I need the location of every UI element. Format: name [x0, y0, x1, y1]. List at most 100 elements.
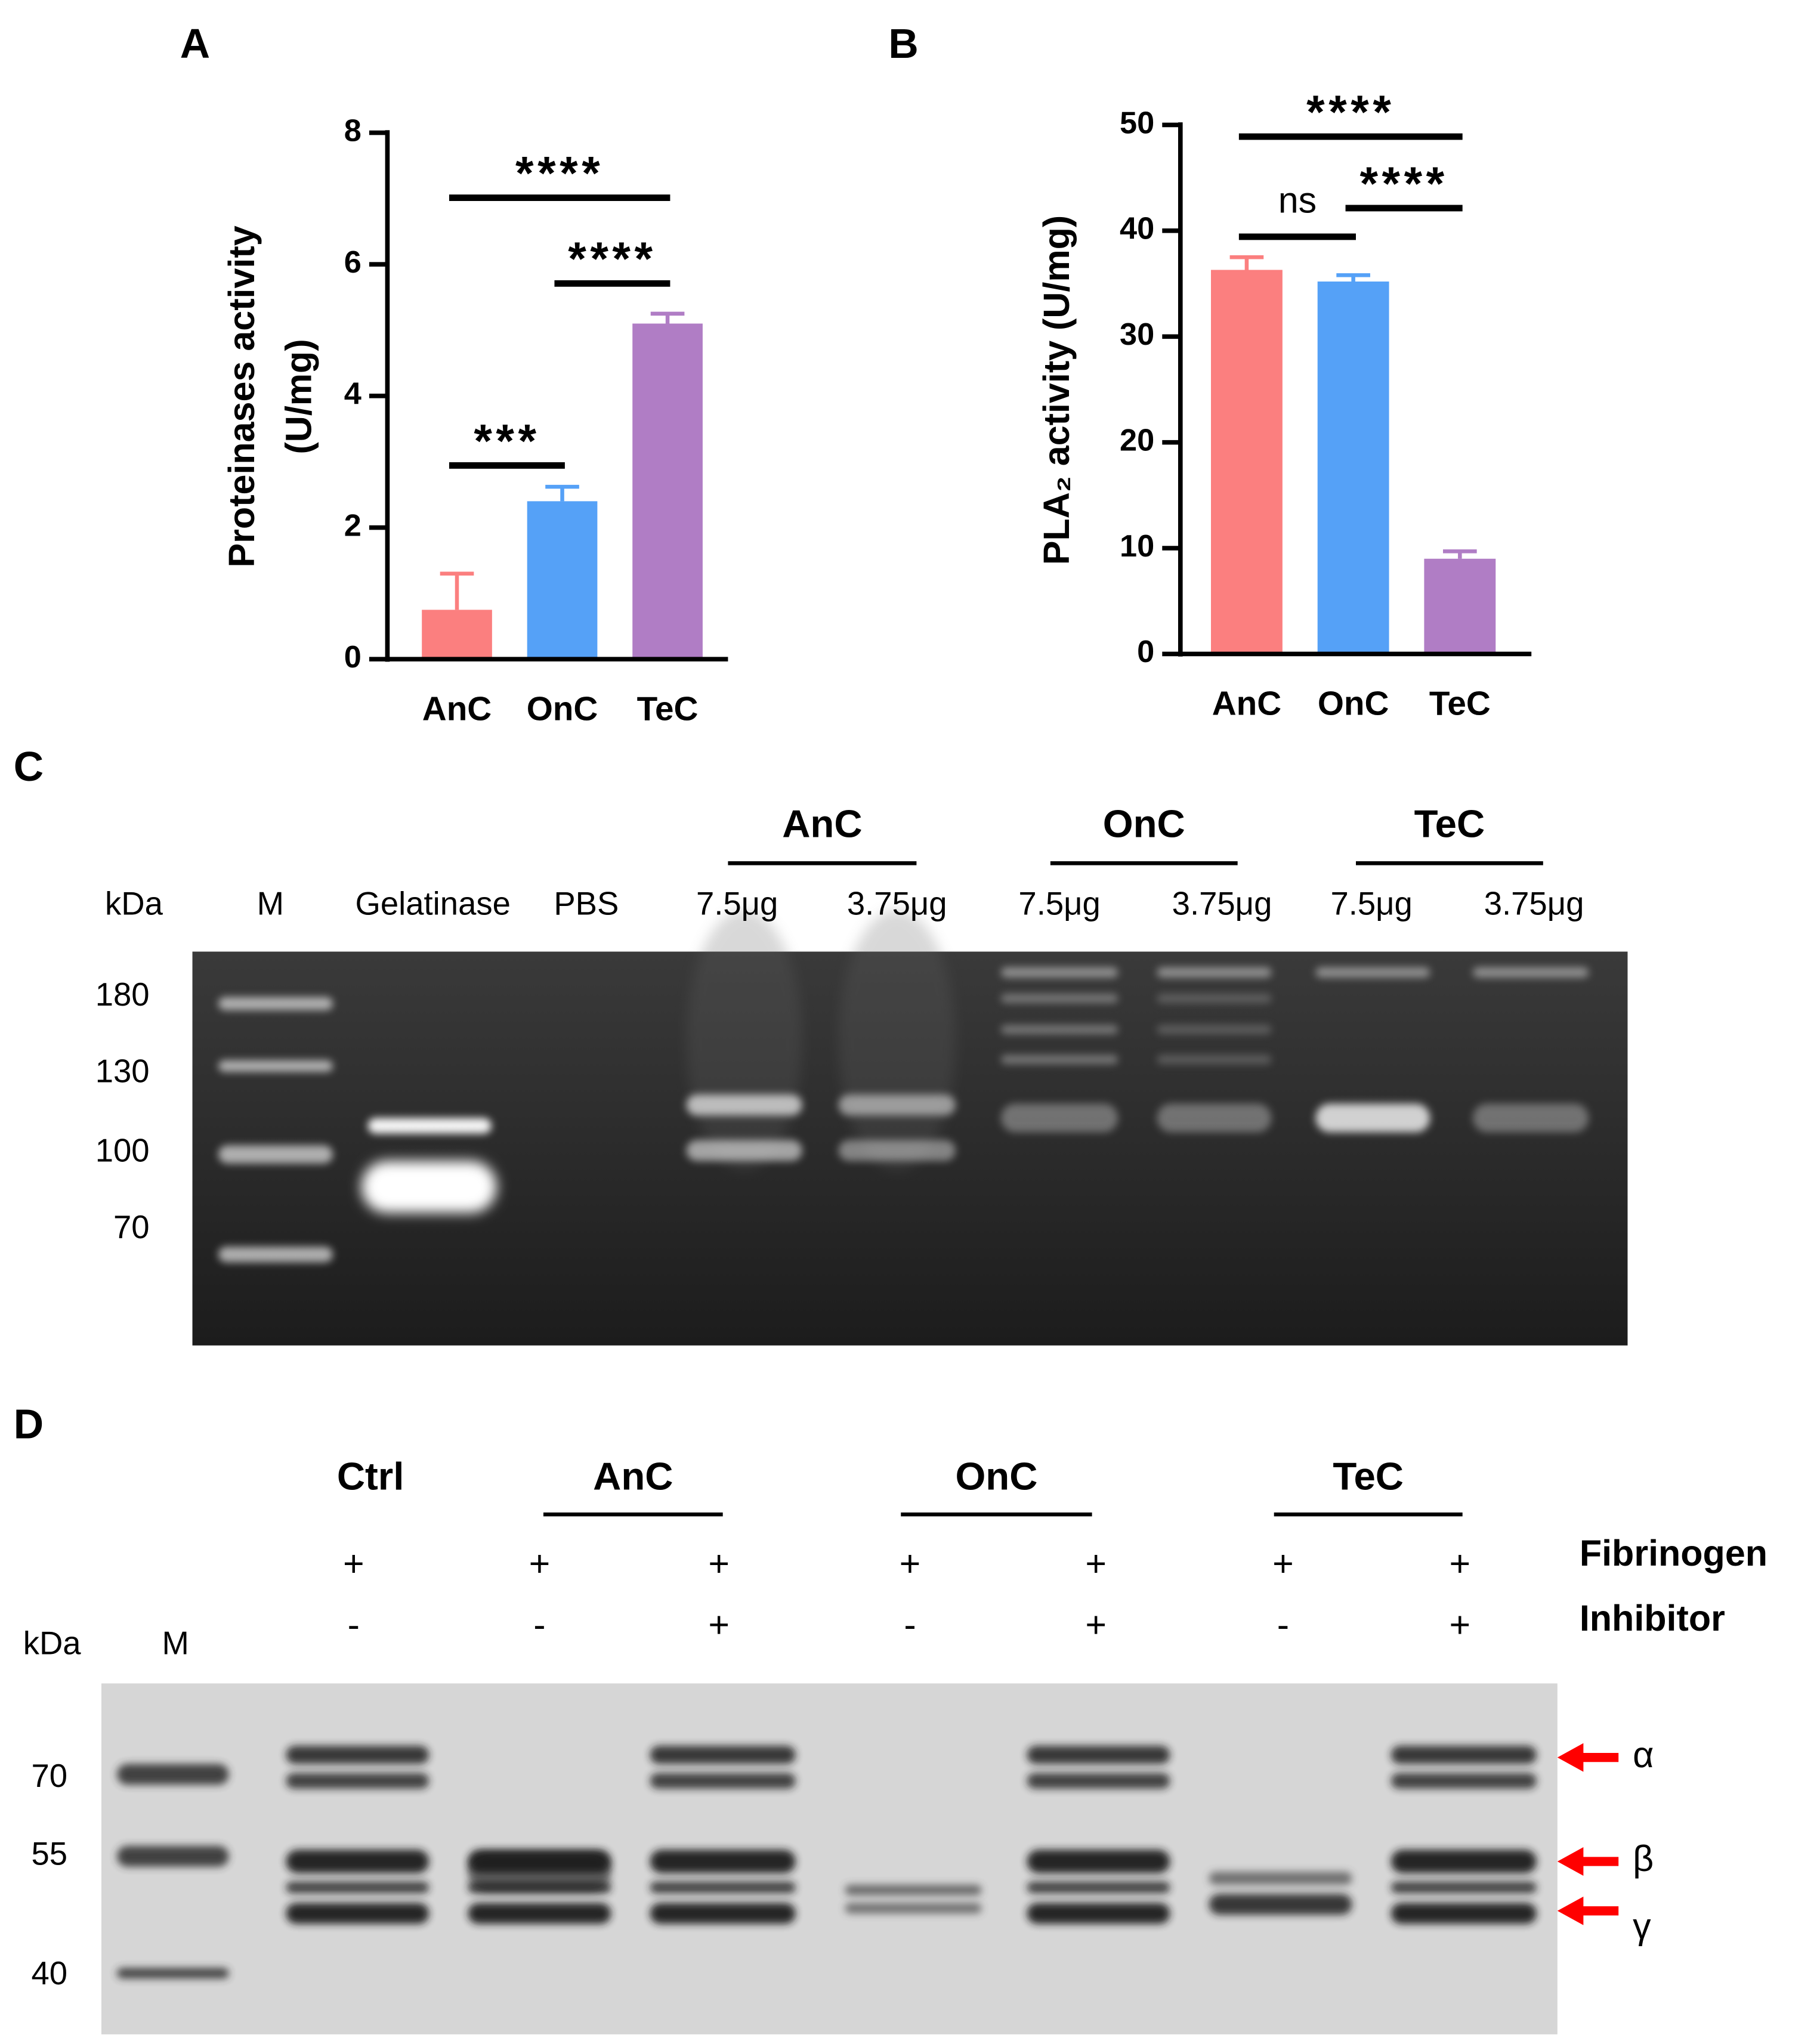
ladder-band: [117, 1845, 229, 1867]
gel-band: [367, 1118, 492, 1134]
marker-label: 130: [95, 1053, 150, 1090]
lane-label: 7.5μg: [696, 886, 778, 922]
gel-band: [1001, 1103, 1118, 1133]
x-tick-label: OnC: [1318, 685, 1389, 723]
group-label: AnC: [593, 1455, 673, 1498]
marker-label: 40: [32, 1955, 68, 1991]
lane-label: 7.5μg: [1330, 886, 1412, 922]
gel-band: [1001, 967, 1118, 978]
sign: -: [904, 1604, 916, 1645]
gel-band: [650, 1773, 796, 1789]
gel-band: [1157, 1054, 1272, 1065]
x-tick-label: AnC: [1212, 685, 1281, 723]
gel-band: [1473, 967, 1589, 978]
gel-band: [1027, 1850, 1170, 1873]
panel-label: B: [888, 20, 918, 67]
gel-band: [1315, 967, 1430, 978]
significance-label: ns: [1278, 180, 1317, 220]
group-label: OnC: [1103, 802, 1185, 846]
ladder-band: [218, 997, 333, 1010]
lane-label: 3.75μg: [847, 886, 947, 922]
y-tick-label: 8: [344, 113, 361, 148]
sign: +: [1450, 1604, 1471, 1645]
y-tick-label: 10: [1120, 529, 1154, 564]
gel-band: [1001, 1025, 1118, 1034]
kda-label: kDa: [105, 886, 163, 922]
panel-label: C: [14, 743, 44, 790]
sign: +: [1272, 1543, 1294, 1584]
significance-label: ****: [568, 233, 656, 285]
x-tick-label: OnC: [527, 690, 598, 728]
y-tick-label: 20: [1120, 423, 1154, 457]
gel-band: [845, 1885, 982, 1895]
gel-band: [468, 1903, 611, 1924]
group-label: TeC: [1414, 802, 1485, 846]
arrow-head: [1557, 1847, 1584, 1876]
gel-band: [1157, 994, 1272, 1003]
group-label: TeC: [1333, 1455, 1404, 1498]
sign: -: [533, 1604, 545, 1645]
gel-band: [1157, 1103, 1272, 1133]
sign: -: [348, 1604, 360, 1645]
gel-band: [650, 1903, 796, 1924]
x-tick-label: TeC: [637, 690, 699, 728]
arrow-head: [1557, 1896, 1584, 1925]
sign: +: [1085, 1543, 1107, 1584]
sign: +: [708, 1543, 730, 1584]
gel-band: [686, 1140, 802, 1161]
lane-label: Gelatinase: [355, 886, 510, 922]
marker-label: 70: [32, 1758, 68, 1794]
significance-label: ***: [474, 415, 540, 467]
gel-band: [686, 910, 802, 1170]
lane-label: PBS: [554, 886, 619, 922]
gel-band: [1391, 1746, 1537, 1764]
lane-label: M: [162, 1625, 189, 1662]
lane-label: 3.75μg: [1172, 886, 1272, 922]
x-tick-label: AnC: [422, 690, 492, 728]
gel-band: [286, 1850, 429, 1873]
ladder-band: [117, 1764, 229, 1785]
gel-band: [838, 1140, 956, 1161]
y-tick-label: 0: [344, 640, 361, 675]
gel-band: [468, 1852, 611, 1892]
gel-band: [650, 1881, 796, 1894]
significance-label: ****: [515, 147, 604, 199]
y-tick-label: 2: [344, 508, 361, 543]
group-label: Ctrl: [337, 1455, 404, 1498]
significance-label: ****: [1359, 157, 1448, 210]
gel-band: [1157, 967, 1272, 978]
y-tick-label: 30: [1120, 317, 1154, 352]
gel-band: [845, 1903, 982, 1914]
row-label: Fibrinogen: [1580, 1533, 1768, 1573]
y-tick-label: 50: [1120, 106, 1154, 140]
y-tick-label: 4: [344, 377, 361, 412]
bar: [527, 501, 598, 660]
gel-band: [1391, 1881, 1537, 1894]
ladder-band: [218, 1145, 333, 1164]
bar: [1317, 282, 1389, 654]
gel-band: [838, 1094, 956, 1116]
gel-band: [686, 1094, 802, 1116]
ladder-band: [117, 1968, 229, 1979]
gel-band: [286, 1773, 429, 1789]
y-axis-label: PLA₂ activity (U/mg): [1036, 215, 1077, 565]
gel-band: [1027, 1881, 1170, 1894]
sign: +: [1450, 1543, 1471, 1584]
gel-band: [361, 1161, 497, 1213]
ladder-band: [218, 1247, 333, 1263]
row-label: Inhibitor: [1580, 1598, 1725, 1638]
sign: +: [708, 1604, 730, 1645]
gel-band: [1027, 1773, 1170, 1789]
gel-band: [838, 910, 956, 1170]
group-label: AnC: [782, 802, 862, 846]
lane-label: M: [257, 886, 284, 922]
ladder-band: [218, 1060, 333, 1072]
gel-band: [650, 1850, 796, 1873]
marker-label: 100: [95, 1133, 150, 1169]
bar: [422, 610, 492, 660]
significance-label: ****: [1306, 86, 1395, 138]
gel-band: [1391, 1903, 1537, 1924]
chain-label: γ: [1633, 1906, 1651, 1946]
sign: +: [900, 1543, 921, 1584]
gel-band: [1027, 1746, 1170, 1764]
